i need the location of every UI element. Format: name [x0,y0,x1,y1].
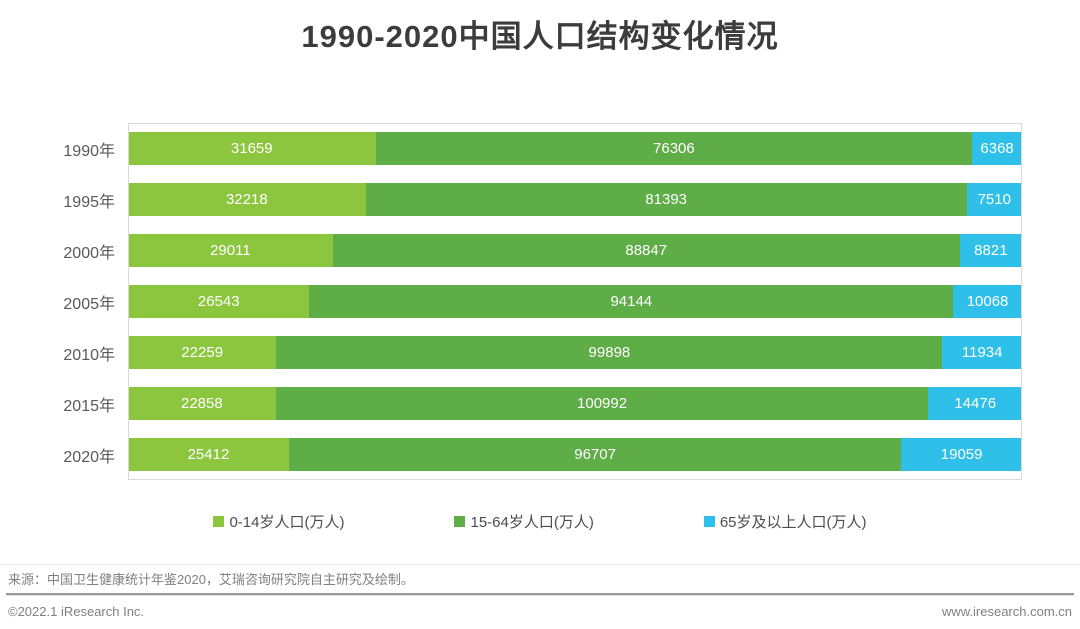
bar-value-label: 88847 [625,242,668,259]
chart-title: 1990-2020中国人口结构变化情况 [301,19,779,54]
chart-row: 1995年 32218 81393 7510 [0,174,1022,225]
bar-segment-series-3: 10068 [953,285,1022,318]
legend-label: 0-14岁人口(万人) [229,514,345,531]
bar-value-label: 11934 [961,344,1003,361]
bar-segment-series-1: 29011 [128,234,333,267]
y-axis-label: 1995年 [63,193,115,211]
bar-track: 32218 81393 7510 [128,183,1022,216]
bar-track: 29011 88847 8821 [128,234,1022,267]
chart-row: 2015年 22858 100992 14476 [0,378,1022,429]
website-text: www.iresearch.com.cn [941,604,1072,619]
bar-segment-series-2: 99898 [276,336,943,369]
bar-segment-series-1: 22259 [128,336,277,369]
bar-value-label: 94144 [610,293,653,310]
legend-label: 65岁及以上人口(万人) [719,514,867,531]
bar-segment-series-2: 76306 [375,132,973,165]
y-axis-label: 2015年 [63,397,115,415]
source-note: 来源：中国卫生健康统计年鉴2020，艾瑞咨询研究院自主研究及绘制。 [0,564,1080,588]
bar-value-label: 19059 [940,446,983,463]
bar-value-label: 31659 [230,140,273,157]
report-page: 1990-2020中国人口结构变化情况 1990年 31659 76306 6368 1… [0,18,1080,629]
bar-value-label: 22858 [181,395,223,412]
y-axis-label: 2020年 [63,448,115,466]
legend-item-series-1: 0-14岁人口(万人) [213,511,344,532]
y-axis-label: 2010年 [63,346,115,364]
bar-segment-series-1: 22858 [128,387,276,420]
bar-value-label: 32218 [226,191,268,208]
bar-segment-series-1: 26543 [128,285,310,318]
bar-value-label: 14476 [954,395,997,412]
bar-value-label: 7510 [977,191,1011,208]
bar-value-label: 22259 [181,344,224,361]
legend-item-series-2: 15-64岁人口(万人) [454,511,594,532]
y-axis-label: 2000年 [63,244,115,262]
bar-track: 31659 76306 6368 [128,132,1022,165]
bar-track: 26543 94144 10068 [128,285,1022,318]
bar-segment-series-3: 11934 [942,336,1022,369]
copyright-text: ©2022.1 iResearch Inc. [8,604,145,619]
footer: ©2022.1 iResearch Inc. www.iresearch.com… [0,604,1080,619]
chart-rows: 1990年 31659 76306 6368 1995年 32218 81393 7510 20… [0,123,1022,480]
legend-swatch-icon [213,516,225,527]
chart-row: 2000年 29011 88847 8821 [0,225,1022,276]
chart-row: 1990年 31659 76306 6368 [0,123,1022,174]
bar-value-label: 29011 [210,242,251,259]
bar-segment-series-3: 6368 [972,132,1022,165]
y-axis-label: 2005年 [63,295,115,313]
bar-segment-series-2: 96707 [288,438,902,471]
bar-segment-series-2: 94144 [309,285,954,318]
bar-track: 22259 99898 11934 [128,336,1022,369]
bar-value-label: 100992 [577,395,628,412]
bar-segment-series-1: 31659 [128,132,376,165]
bar-segment-series-3: 14476 [928,387,1022,420]
bar-value-label: 81393 [645,191,688,208]
legend-label: 15-64岁人口(万人) [470,514,594,531]
chart-legend: 0-14岁人口(万人) 15-64岁人口(万人) 65岁及以上人口(万人) [0,511,1080,532]
bar-segment-series-3: 7510 [966,183,1022,216]
legend-item-series-3: 65岁及以上人口(万人) [703,511,867,532]
legend-swatch-icon [703,516,715,527]
bar-segment-series-3: 19059 [901,438,1022,471]
footer-divider [6,593,1074,596]
bar-value-label: 76306 [653,140,695,157]
bar-segment-series-2: 100992 [275,387,929,420]
bar-segment-series-2: 81393 [365,183,967,216]
bar-value-label: 99898 [588,344,631,361]
population-structure-chart: 1990年 31659 76306 6368 1995年 32218 81393 7510 20… [0,123,1022,480]
bar-segment-series-1: 32218 [128,183,366,216]
chart-row: 2010年 22259 99898 11934 [0,327,1022,378]
bar-segment-series-3: 8821 [959,234,1022,267]
bar-value-label: 10068 [966,293,1009,310]
legend-swatch-icon [454,516,466,527]
bar-value-label: 96707 [574,446,616,463]
chart-row: 2005年 26543 94144 10068 [0,276,1022,327]
bar-value-label: 6368 [980,140,1014,157]
bar-value-label: 8821 [974,242,1008,259]
bar-value-label: 25412 [187,446,230,463]
bar-value-label: 26543 [197,293,240,310]
y-axis-label: 1990年 [63,142,115,160]
chart-row: 2020年 25412 96707 19059 [0,429,1022,480]
bar-track: 22858 100992 14476 [128,387,1022,420]
bar-track: 25412 96707 19059 [128,438,1022,471]
bar-segment-series-1: 25412 [128,438,289,471]
bar-segment-series-2: 88847 [332,234,960,267]
